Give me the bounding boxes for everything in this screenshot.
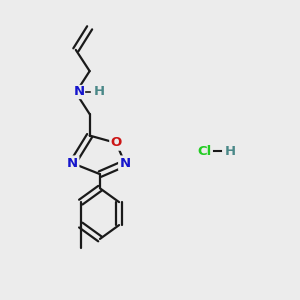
Text: N: N: [67, 157, 78, 170]
Text: O: O: [110, 136, 122, 149]
Text: N: N: [74, 85, 85, 98]
Text: H: H: [225, 145, 236, 158]
Text: N: N: [119, 157, 130, 170]
Text: Cl: Cl: [197, 145, 212, 158]
Text: H: H: [94, 85, 105, 98]
